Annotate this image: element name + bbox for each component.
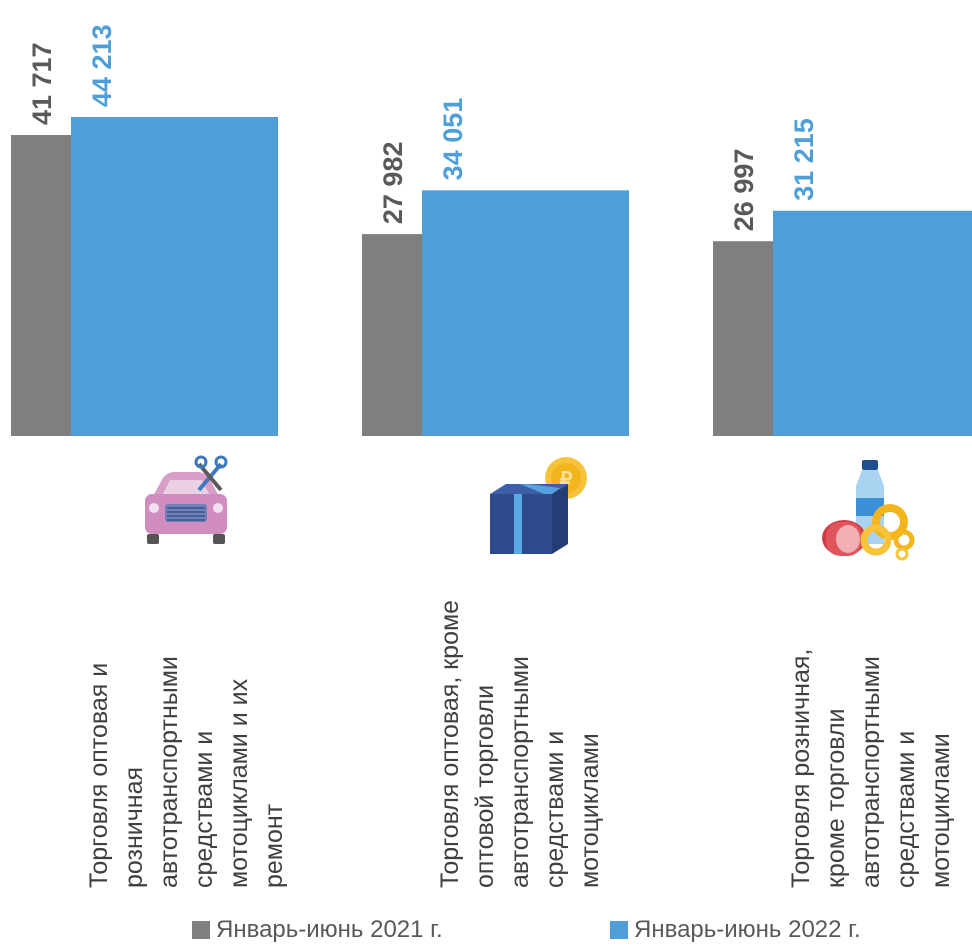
value-label-2022-cat1: 44 213 (87, 24, 117, 107)
bar-2021-cat3 (713, 241, 773, 436)
legend-swatch-2022 (610, 921, 628, 939)
value-labels-layer: 41 717 44 213 27 982 34 051 26 997 31 215 (27, 24, 819, 231)
category-label-cat2-line3: автотранспортными (506, 656, 534, 888)
category-label-cat2-line5: мотоциклами (576, 733, 604, 888)
category-label-cat1-line3: автотранспортными (155, 656, 183, 888)
category-label-cat3-line5: мотоциклами (927, 733, 955, 888)
value-label-2022-cat3: 31 215 (789, 118, 819, 201)
category-labels-layer: Торговля оптовая и розничная автотранспорт… (85, 600, 955, 888)
category-label-cat3-line2: кроме торговли (822, 709, 850, 889)
groceries-icon (822, 460, 915, 561)
gift-box-coin-icon: ₽ (490, 457, 587, 554)
category-label-cat3-line3: автотранспортными (857, 656, 885, 888)
bar-2022-cat2 (422, 190, 629, 436)
bar-2021-cat1 (11, 135, 71, 436)
bars-layer (11, 117, 972, 436)
value-label-2021-cat1: 41 717 (27, 42, 57, 125)
category-label-cat2-line1: Торговля оптовая, кроме (436, 600, 464, 888)
legend-item-2021: Январь-июнь 2021 г. (192, 916, 443, 944)
legend-label-2022: Январь-июнь 2022 г. (634, 916, 861, 943)
category-label-cat1-line1: Торговля оптовая и (85, 663, 113, 888)
category-label-cat2-line2: оптовой торговли (471, 685, 499, 888)
car-repair-icon (145, 455, 228, 544)
legend-swatch-2021 (192, 921, 210, 939)
value-label-2021-cat2: 27 982 (378, 142, 408, 225)
category-label-cat3-line4: средствами и (892, 731, 920, 888)
value-label-2022-cat2: 34 051 (438, 98, 468, 181)
category-label-cat1-line2: розничная (120, 767, 148, 888)
bar-2022-cat3 (773, 210, 972, 436)
legend-item-2022: Январь-июнь 2022 г. (610, 916, 861, 944)
category-label-cat1-line6: ремонт (260, 803, 288, 888)
legend-label-2021: Январь-июнь 2021 г. (216, 916, 443, 943)
category-label-cat1-line4: средствами и (190, 731, 218, 888)
bar-2022-cat1 (71, 117, 278, 436)
chart: 41 717 44 213 27 982 34 051 26 997 31 215 ₽ (11, 24, 972, 888)
value-label-2021-cat3: 26 997 (729, 149, 759, 232)
category-label-cat2-line4: средствами и (541, 731, 569, 888)
category-label-cat3-line1: Торговля розничная, (787, 649, 815, 888)
category-label-cat1-line5: мотоциклами и их (225, 678, 253, 888)
bar-2021-cat2 (362, 234, 422, 436)
